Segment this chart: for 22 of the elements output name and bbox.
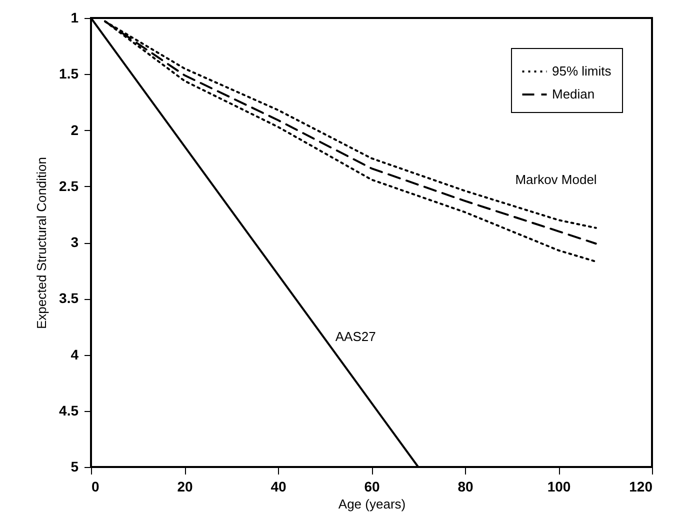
x-tick-label: 120	[629, 478, 653, 494]
y-tick-label: 1	[70, 10, 79, 26]
x-axis-title: Age (years)	[338, 496, 406, 512]
y-tick-label: 3.5	[59, 290, 79, 306]
y-tick-label: 4.5	[59, 402, 79, 418]
x-tick-label: 60	[364, 478, 380, 494]
y-tick-label: 3	[70, 234, 79, 250]
y-tick-label: 4	[70, 346, 79, 362]
legend-label: Median	[552, 86, 595, 102]
x-tick-label: 80	[458, 478, 474, 494]
annotation: Markov Model	[515, 172, 597, 187]
x-tick-label: 20	[177, 478, 193, 494]
x-tick-label: 40	[270, 478, 286, 494]
y-tick-label: 5	[70, 458, 79, 474]
x-tick-label: 100	[547, 478, 571, 494]
series-label: AAS27	[335, 328, 376, 344]
y-axis-title: Expected Structural Condition	[34, 157, 50, 329]
y-tick-label: 2	[70, 122, 79, 138]
y-tick-label: 1.5	[59, 66, 79, 82]
y-tick-label: 2.5	[59, 178, 79, 194]
legend-label: 95% limits	[552, 64, 612, 78]
x-tick-label: 0	[92, 478, 100, 494]
